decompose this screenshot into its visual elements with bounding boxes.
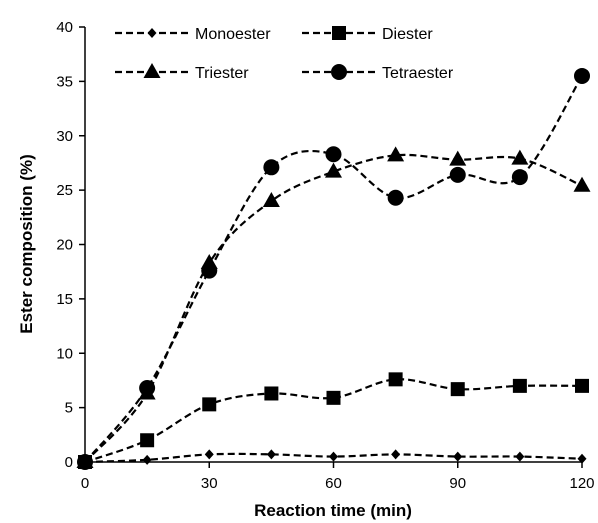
monoester-marker (391, 449, 400, 459)
diester-marker (575, 379, 589, 393)
monoester-marker (329, 452, 338, 462)
series-markers (77, 68, 591, 470)
y-tick-label: 20 (56, 237, 73, 254)
tetraester-marker (263, 159, 279, 175)
tetraester-marker (139, 380, 155, 396)
x-tick-label: 0 (81, 475, 89, 492)
diester-legend-marker (332, 26, 346, 40)
tetraester-marker (388, 190, 404, 206)
ticks: 0 5 10 15 20 25 30 35 40 0 30 60 90 120 (56, 19, 594, 492)
monoester-marker (205, 449, 214, 459)
monoester-marker (267, 449, 276, 459)
tetraester-legend-marker (331, 64, 347, 80)
tetraester-marker (574, 68, 590, 84)
tetraester-marker (326, 146, 342, 162)
y-tick-label: 0 (65, 454, 73, 471)
y-tick-label: 10 (56, 345, 73, 362)
monoester-marker (515, 452, 524, 462)
diester-marker (513, 379, 527, 393)
tetraester-marker (512, 169, 528, 185)
monoester-legend-label: Monoester (195, 26, 271, 43)
legend: Monoester Diester Triester Tetraester (115, 26, 454, 82)
x-tick-label: 90 (449, 475, 466, 492)
tetraester-marker (450, 167, 466, 183)
y-axis-title: Ester composition (%) (17, 154, 36, 333)
monoester-marker (143, 455, 152, 465)
y-tick-label: 30 (56, 128, 73, 145)
diester-marker (140, 433, 154, 447)
tetraester-legend-label: Tetraester (382, 65, 454, 82)
triester-legend-label: Triester (195, 65, 249, 82)
triester-marker (387, 146, 404, 161)
diester-marker (202, 397, 216, 411)
diester-marker (327, 391, 341, 405)
x-tick-label: 30 (201, 475, 218, 492)
diester-marker (389, 372, 403, 386)
y-tick-label: 15 (56, 291, 73, 308)
diester-legend-label: Diester (382, 26, 433, 43)
monoester-legend-marker (148, 28, 157, 38)
triester-marker (574, 177, 591, 192)
triester-series-line (85, 155, 582, 462)
y-tick-label: 40 (56, 19, 73, 36)
monoester-marker (453, 452, 462, 462)
triester-marker (449, 151, 466, 166)
x-tick-label: 60 (325, 475, 342, 492)
x-tick-label: 120 (569, 475, 594, 492)
y-tick-label: 35 (56, 73, 73, 90)
diester-marker (264, 386, 278, 400)
y-tick-label: 5 (65, 400, 73, 417)
x-axis-title: Reaction time (min) (254, 501, 412, 520)
diester-marker (451, 382, 465, 396)
triester-marker (263, 192, 280, 207)
tetraester-marker (201, 263, 217, 279)
tetraester-marker (77, 454, 93, 470)
y-tick-label: 25 (56, 182, 73, 199)
triester-legend-marker (144, 63, 161, 78)
